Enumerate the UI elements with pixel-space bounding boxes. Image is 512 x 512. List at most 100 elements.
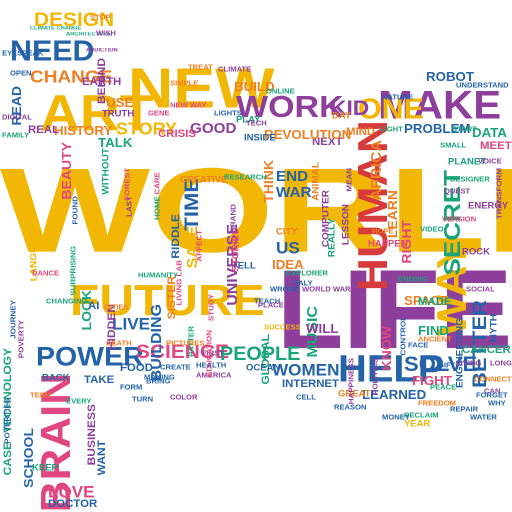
word-health: HEALTH: [196, 361, 227, 370]
word-keep: KEEP: [32, 463, 58, 473]
word-real: REAL: [28, 123, 60, 136]
word-reclaim: RECLAIM: [404, 411, 439, 420]
word-dance: DANCE: [32, 269, 60, 278]
word-really: REALLY: [327, 218, 337, 258]
word-engineering: ENGINEERING: [455, 318, 465, 389]
word-living-lab: LIVING LAB: [175, 260, 184, 306]
word-why: WHY: [488, 399, 506, 408]
word-poverties: POVERTIES: [3, 398, 12, 444]
word-history: HISTORY: [54, 123, 113, 138]
word-truth: TRUTH: [102, 109, 135, 119]
word-think: THINK: [261, 160, 276, 203]
word-case: CASE: [1, 442, 14, 476]
word-stop: STOP: [90, 13, 111, 22]
word-peace: PEACE: [430, 383, 457, 392]
word-happiness: HAPPINESS: [347, 358, 356, 405]
word-ai: AI: [88, 299, 100, 312]
word-simple: SIMPLE: [170, 79, 199, 88]
word-beauty: BEAUTY: [59, 142, 74, 200]
word-next: NEXT: [312, 135, 343, 148]
word-repair: REPAIR: [450, 405, 479, 414]
word-doctor: DOCTOR: [48, 497, 98, 510]
word-face: FACE: [408, 341, 429, 350]
word-designer: DESIGNER: [450, 175, 490, 184]
word-war: WAR: [276, 185, 312, 201]
word-water: WATER: [470, 413, 497, 422]
word-city: CITY: [276, 227, 298, 237]
word-find: FIND: [418, 323, 450, 338]
word-crisis: CRISIS: [158, 127, 197, 140]
word-changing: CHANGING: [46, 297, 88, 306]
word-teach: TEACH: [254, 297, 281, 306]
word-use: USE: [106, 95, 134, 110]
word-idea: IDEA: [272, 257, 304, 272]
word-climate: CLIMATE: [218, 65, 252, 74]
word-wrong: WRONG: [270, 285, 300, 294]
word-research: RESEARCH: [224, 173, 267, 182]
word-want: WANT: [95, 440, 108, 476]
word-italy: ITALY: [292, 279, 313, 288]
word-start: START: [452, 125, 477, 134]
word-without: WITHOUT: [101, 148, 111, 195]
word-shape: SHAPE: [446, 339, 473, 348]
word-talk: TALK: [98, 135, 133, 150]
word-need: NEED: [10, 34, 95, 67]
word-digital: DIGITAL: [2, 113, 32, 122]
word-art: ART: [40, 84, 154, 142]
word-turn: TURN: [132, 395, 154, 404]
word-work: WORK: [236, 90, 344, 125]
word-home: HOME: [153, 196, 162, 220]
word-africa: AFRICA: [369, 140, 385, 201]
word-science: SCIENCE: [136, 340, 229, 363]
word-behind: BEHIND: [95, 58, 108, 105]
word-live: LIVE: [112, 315, 151, 334]
word-cities: CITIES: [104, 303, 129, 312]
word-humanity: HUMANITY: [138, 271, 179, 280]
word-first: FIRST: [202, 349, 224, 358]
word-energy: ENERGY: [468, 201, 509, 211]
word-tell: TELL: [232, 261, 256, 271]
word-take: TAKE: [84, 373, 115, 386]
word-planet: PLANET: [448, 157, 486, 167]
word-pictures: PICTURES: [166, 339, 205, 348]
word-revolution: REVOLUTION: [264, 127, 352, 142]
word-success: SUCCESS: [264, 323, 301, 332]
word-new-way: NEW WAY: [170, 101, 207, 110]
word-education: EDUCATION: [205, 330, 214, 377]
word-nature: NATURE: [382, 93, 414, 102]
word-cell: CELL: [296, 393, 316, 402]
word-treat: TREAT: [188, 63, 213, 72]
word-love: LOVE: [48, 483, 95, 502]
word-death: DEATH: [106, 339, 132, 348]
word-living: LIVING: [456, 359, 482, 368]
word-happen: HAPPEN: [368, 239, 408, 249]
word-cancer: CANCER: [462, 343, 511, 356]
word-people: PEOPLE: [220, 342, 301, 365]
word-rock: ROCK: [462, 247, 490, 257]
word-story: STORY: [116, 119, 178, 139]
word-color: COLOR: [170, 393, 198, 402]
word-small: SMALL: [440, 141, 467, 150]
word-every: EVERY: [66, 397, 92, 406]
word-ending: ENDING: [398, 275, 428, 284]
word-kid: KID: [330, 96, 370, 121]
word-place: PLACE: [258, 301, 284, 310]
word-build: BUILD: [234, 79, 275, 94]
word-create: CREATE: [160, 363, 191, 372]
word-back: BACK: [42, 373, 70, 383]
word-addiction: ADDICTION: [86, 48, 118, 54]
word-family: FAMILY: [2, 131, 30, 140]
word-global: GLOBAL: [259, 334, 272, 385]
word-brand: BRAND: [229, 204, 238, 233]
word-year: YEAR: [404, 419, 431, 429]
word-freedom: FREEDOM: [418, 399, 456, 408]
word-form: FORM: [120, 383, 143, 392]
word-creative: CREATIVE: [180, 175, 228, 185]
word-food: FOOD: [120, 361, 153, 374]
word-robot: ROBOT: [426, 69, 475, 84]
word-tech: TECH: [246, 119, 267, 128]
word-architecture: ARCHITECTURE: [66, 32, 111, 38]
word-play: PLAY: [236, 115, 261, 125]
word-fight: FIGHT: [412, 373, 452, 388]
